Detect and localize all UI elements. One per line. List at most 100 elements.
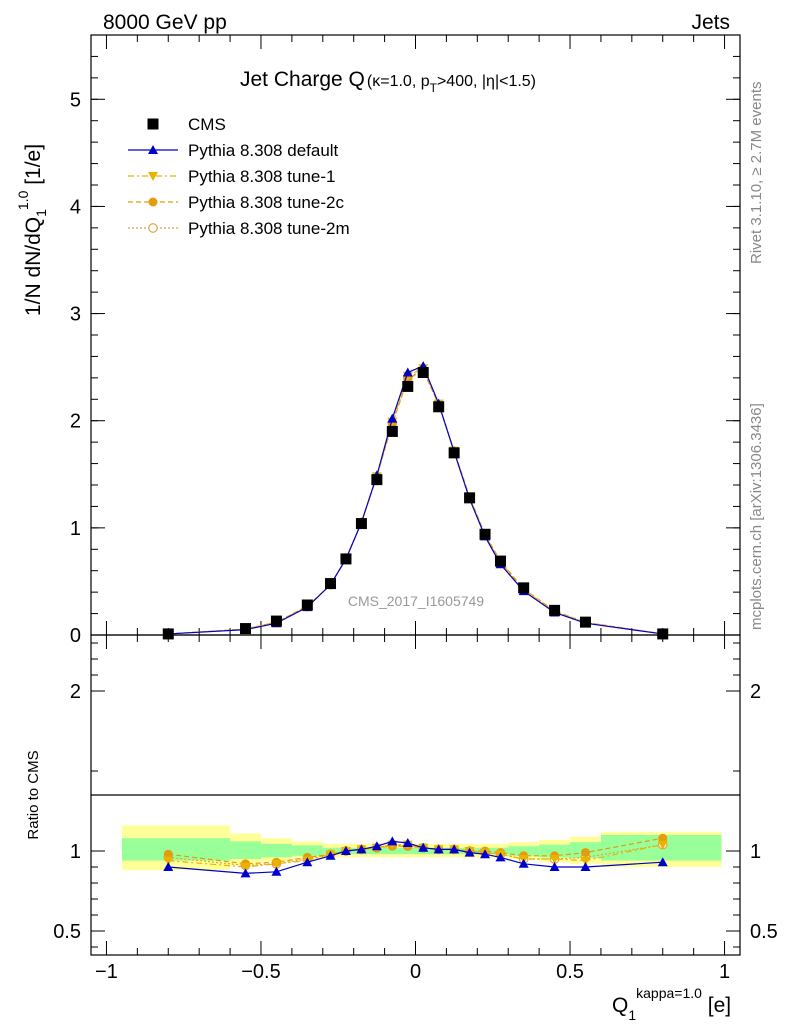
mcplots-label: mcplots.cern.ch [arXiv:1306.3436] bbox=[748, 403, 765, 630]
legend-marker bbox=[148, 145, 158, 154]
ratio-point-pythia-8-308-tune-2c bbox=[580, 848, 590, 858]
main-point-cms bbox=[402, 380, 414, 392]
ratio-point-pythia-8-308-default bbox=[371, 841, 382, 851]
x-axis-label: Q1kappa=1.0 [e] bbox=[612, 985, 731, 1023]
legend-label: Pythia 8.308 tune-1 bbox=[188, 167, 335, 186]
ratio-point-pythia-8-308-default bbox=[356, 844, 367, 854]
main-point-cms bbox=[371, 474, 383, 486]
ratio-point-pythia-8-308-tune-1 bbox=[240, 863, 251, 872]
ratio-right-tick-label: 1 bbox=[750, 841, 761, 863]
chart-title: Jet Charge Q (κ=1.0, pT>400, |η|<1.5) bbox=[240, 68, 536, 95]
ratio-point-pythia-8-308-tune-1 bbox=[657, 840, 668, 850]
ratio-point-pythia-8-308-default bbox=[657, 857, 668, 867]
main-point-cms bbox=[340, 553, 352, 565]
ratio-band-green bbox=[291, 845, 323, 856]
ratio-band-green bbox=[230, 841, 261, 859]
ratio-right-tick-label: 2 bbox=[750, 681, 761, 703]
ratio-point-pythia-8-308-default bbox=[271, 866, 282, 876]
ratio-point-pythia-8-308-default bbox=[549, 862, 560, 871]
ratio-point-pythia-8-308-tune-1 bbox=[163, 856, 174, 866]
main-point-cms bbox=[579, 616, 591, 628]
legend-marker bbox=[147, 118, 159, 130]
main-panel: 0 1 2 3 4 5 CMS_2017_I1605749 Jet Charge Q (κ=… bbox=[15, 34, 741, 647]
ratio-point-pythia-8-308-default bbox=[464, 847, 475, 857]
ratio-point-pythia-8-308-default bbox=[418, 842, 429, 852]
ratio-point-pythia-8-308-default bbox=[302, 857, 313, 867]
legend-label: Pythia 8.308 tune-2c bbox=[188, 193, 344, 212]
y-tick-label: 4 bbox=[70, 196, 81, 218]
main-point-cms bbox=[433, 401, 445, 413]
ratio-point-pythia-8-308-default bbox=[480, 849, 491, 859]
ratio-band-green bbox=[260, 843, 292, 858]
ratio-point-pythia-8-308-tune-2c bbox=[658, 833, 668, 843]
ratio-point-pythia-8-308-default bbox=[402, 838, 413, 847]
legend-label: Pythia 8.308 tune-2m bbox=[188, 219, 350, 238]
ratio-line-pythia-8-308-tune-1 bbox=[168, 843, 663, 868]
y-tick-label: 5 bbox=[70, 89, 81, 111]
y-tick-label: 3 bbox=[70, 304, 81, 326]
y-tick-label: 1 bbox=[70, 841, 81, 863]
ratio-series-group bbox=[163, 833, 668, 878]
legend-label: CMS bbox=[188, 115, 226, 134]
ratio-point-pythia-8-308-default bbox=[340, 846, 351, 855]
ratio-uncertainty-bands bbox=[121, 825, 722, 871]
ratio-band-green bbox=[539, 844, 571, 858]
legend-marker bbox=[148, 197, 158, 207]
main-point-cms bbox=[494, 555, 506, 567]
legend: CMS Pythia 8.308 default Pythia 8.308 tune… bbox=[128, 115, 350, 238]
x-tick-label: 1 bbox=[719, 961, 730, 983]
main-point-cms bbox=[355, 518, 367, 530]
ratio-band-green bbox=[322, 847, 509, 855]
main-point-cms bbox=[325, 578, 337, 590]
main-series-group bbox=[162, 361, 669, 640]
ratio-point-pythia-8-308-default bbox=[433, 844, 444, 854]
ratio-point-pythia-8-308-default bbox=[240, 868, 251, 878]
main-point-pythia-8-308-default bbox=[402, 367, 413, 377]
main-point-cms bbox=[549, 604, 561, 616]
main-point-cms bbox=[240, 623, 252, 635]
ratio-band-green bbox=[121, 838, 231, 861]
ratio-band-green bbox=[508, 846, 540, 856]
ratio-point-pythia-8-308-default bbox=[387, 836, 398, 846]
main-point-cms bbox=[479, 528, 491, 540]
legend-marker bbox=[148, 172, 158, 181]
main-ticks: 0 1 2 3 4 5 bbox=[70, 35, 740, 647]
x-tick-label: −0.5 bbox=[241, 961, 280, 983]
y-tick-label: 0.5 bbox=[53, 921, 81, 943]
analysis-watermark: CMS_2017_I1605749 bbox=[348, 593, 484, 609]
y-tick-label: 2 bbox=[70, 411, 81, 433]
ratio-point-pythia-8-308-default bbox=[518, 858, 529, 868]
ratio-point-pythia-8-308-default bbox=[325, 850, 336, 860]
header-left-label: 8000 GeV pp bbox=[103, 11, 227, 34]
y-tick-label: 0 bbox=[70, 625, 81, 647]
main-point-cms bbox=[448, 447, 460, 459]
ratio-point-pythia-8-308-tune-1 bbox=[580, 856, 591, 866]
y-axis-label: 1/N dN/dQ11.0 [1/e] bbox=[15, 144, 49, 316]
ratio-point-pythia-8-308-tune-1 bbox=[271, 859, 282, 869]
y-tick-label: 1 bbox=[70, 518, 81, 540]
ratio-ticks: 0.5 1 2 0.5 1 2 −1 −0.5 0 0.5 1 bbox=[53, 635, 778, 983]
main-point-cms bbox=[518, 582, 530, 594]
x-tick-label: −1 bbox=[95, 961, 118, 983]
header-right-label: Jets bbox=[691, 11, 730, 34]
ratio-point-pythia-8-308-default bbox=[580, 862, 591, 871]
ratio-frame bbox=[90, 634, 741, 956]
rivet-version-label: Rivet 3.1.10, ≥ 2.7M events bbox=[748, 82, 765, 265]
ratio-panel: 0.5 1 2 0.5 1 2 −1 −0.5 0 0.5 1 Ratio to CMS Q1kap… bbox=[25, 634, 778, 1023]
ratio-point-pythia-8-308-default bbox=[163, 862, 174, 871]
legend-label: Pythia 8.308 default bbox=[188, 141, 339, 160]
main-point-cms bbox=[301, 599, 313, 611]
legend-marker bbox=[148, 223, 158, 233]
main-point-cms bbox=[162, 628, 174, 640]
ratio-line-pythia-8-308-default bbox=[168, 840, 663, 875]
main-point-cms bbox=[657, 628, 669, 640]
ratio-point-pythia-8-308-tune-2c bbox=[163, 849, 173, 859]
main-point-cms bbox=[386, 425, 398, 437]
x-tick-label: 0.5 bbox=[556, 961, 584, 983]
ratio-point-pythia-8-308-default bbox=[449, 844, 460, 854]
ratio-right-tick-label: 0.5 bbox=[750, 921, 778, 943]
main-point-pythia-8-308-default bbox=[387, 413, 398, 423]
ratio-y-axis-label: Ratio to CMS bbox=[25, 750, 42, 839]
y-tick-label: 2 bbox=[70, 681, 81, 703]
